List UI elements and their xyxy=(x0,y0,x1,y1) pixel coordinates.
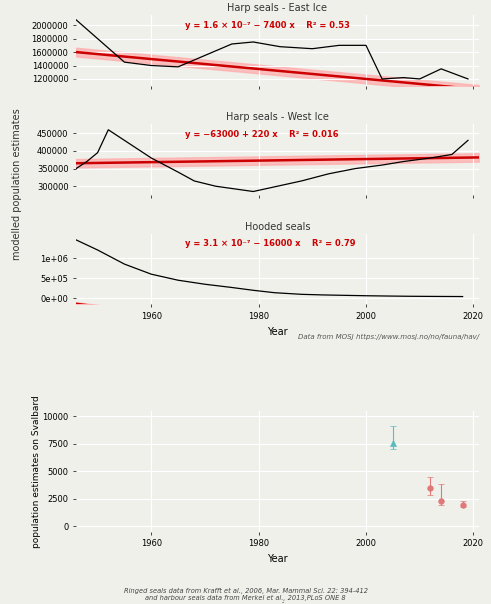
Legend: harbour seals, ringed seals: harbour seals, ringed seals xyxy=(186,599,369,604)
Text: y = −63000 + 220 x    R² = 0.016: y = −63000 + 220 x R² = 0.016 xyxy=(185,130,338,139)
Title: Harp seals - East Ice: Harp seals - East Ice xyxy=(227,3,327,13)
Title: Hooded seals: Hooded seals xyxy=(245,222,310,232)
Y-axis label: population estimates on Svalbard: population estimates on Svalbard xyxy=(32,395,41,548)
X-axis label: Year: Year xyxy=(267,327,288,336)
Text: Data from MOSJ https://www.mosj.no/no/fauna/hav/: Data from MOSJ https://www.mosj.no/no/fa… xyxy=(298,334,479,340)
Title: Harp seals - West Ice: Harp seals - West Ice xyxy=(226,112,329,122)
Text: modelled population estimates: modelled population estimates xyxy=(12,108,22,260)
X-axis label: Year: Year xyxy=(267,554,288,564)
Text: y = 3.1 × 10⁻⁷ − 16000 x    R² = 0.79: y = 3.1 × 10⁻⁷ − 16000 x R² = 0.79 xyxy=(185,240,355,248)
Text: y = 1.6 × 10⁻⁷ − 7400 x    R² = 0.53: y = 1.6 × 10⁻⁷ − 7400 x R² = 0.53 xyxy=(185,21,350,30)
Text: Ringed seals data from Krafft et al., 2006, Mar. Mammal Sci. 22: 394-412
and har: Ringed seals data from Krafft et al., 20… xyxy=(124,588,367,601)
